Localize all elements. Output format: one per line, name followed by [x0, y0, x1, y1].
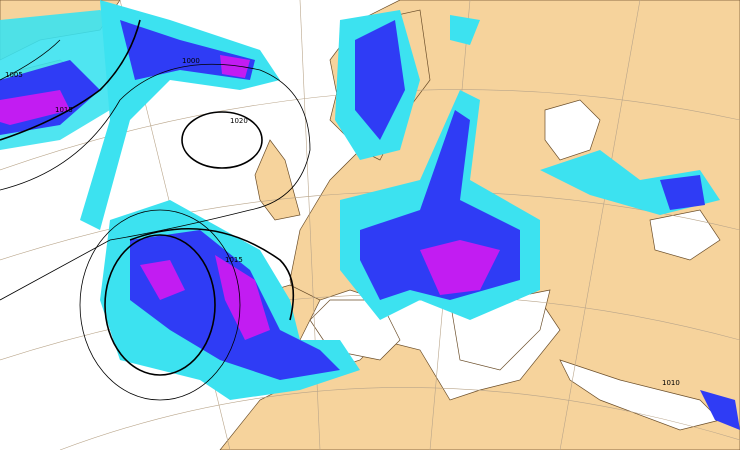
isobar-label: 1010	[662, 379, 680, 387]
isobars	[0, 19, 311, 401]
isobar-label: 1015	[225, 256, 243, 264]
precipitation	[0, 0, 740, 430]
isobar-label: 1020	[230, 117, 248, 125]
isobar-low	[104, 234, 216, 376]
isobar-label: 1000	[182, 57, 200, 65]
isobar-labels: 1000 1020 1015 1005 1015 1010	[5, 57, 680, 387]
isobar-label: 1015	[55, 106, 73, 114]
isobar-high	[181, 111, 263, 169]
isobar-label: 1005	[5, 71, 23, 79]
